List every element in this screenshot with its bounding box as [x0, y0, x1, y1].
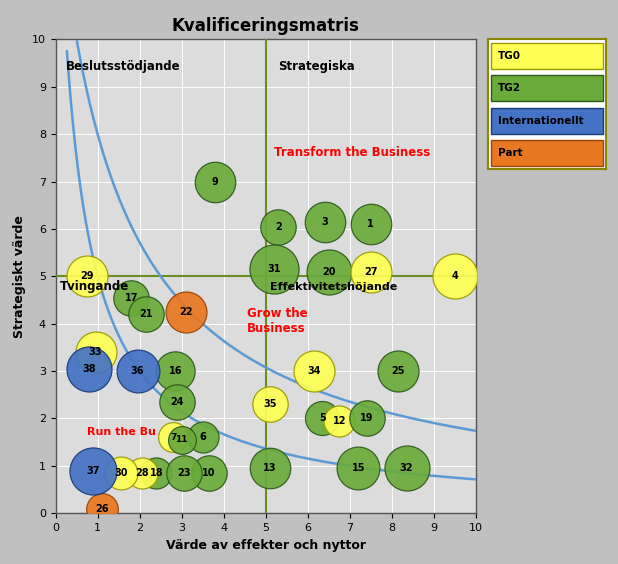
Text: 9: 9: [212, 177, 219, 187]
Text: 23: 23: [177, 468, 190, 478]
Point: [141, 310, 151, 319]
Point: [172, 398, 182, 407]
Text: 2: 2: [275, 222, 282, 232]
Point: [320, 217, 329, 226]
Point: [265, 464, 275, 473]
Text: 22: 22: [179, 307, 193, 317]
Text: 1: 1: [368, 219, 374, 229]
Text: 35: 35: [263, 399, 277, 409]
Point: [91, 347, 101, 356]
Point: [265, 400, 275, 409]
Point: [82, 272, 92, 281]
Point: [393, 367, 403, 376]
Title: Kvalificeringsmatris: Kvalificeringsmatris: [172, 17, 360, 35]
Text: 26: 26: [95, 504, 109, 513]
Text: Tvingande: Tvingande: [60, 280, 129, 293]
Text: 20: 20: [322, 267, 336, 276]
Bar: [491, 43, 603, 69]
Text: 5: 5: [319, 413, 326, 424]
Text: Part: Part: [497, 148, 522, 158]
Point: [450, 272, 460, 281]
Text: 32: 32: [400, 463, 413, 473]
Text: 3: 3: [321, 217, 328, 227]
Text: Internationellt: Internationellt: [497, 116, 583, 126]
Bar: [491, 140, 603, 166]
Point: [177, 435, 187, 444]
Text: 27: 27: [364, 267, 378, 276]
Point: [168, 433, 178, 442]
Text: 29: 29: [80, 271, 94, 281]
Text: 17: 17: [124, 293, 138, 303]
Text: 13: 13: [263, 463, 277, 473]
Text: 30: 30: [114, 468, 127, 478]
Bar: [491, 75, 603, 101]
Point: [353, 464, 363, 473]
Text: 19: 19: [360, 413, 373, 424]
Point: [88, 466, 98, 475]
Text: 28: 28: [135, 468, 148, 478]
Text: 16: 16: [169, 366, 182, 376]
Text: 4: 4: [452, 271, 458, 281]
Text: 33: 33: [89, 347, 103, 357]
Text: TG2: TG2: [497, 83, 520, 93]
Point: [84, 364, 94, 373]
Point: [116, 469, 125, 478]
Text: 37: 37: [87, 466, 100, 475]
Text: 34: 34: [307, 366, 321, 376]
Text: 12: 12: [332, 416, 346, 426]
Text: Effektivitetshöjande: Effektivitetshöjande: [270, 281, 397, 292]
Point: [97, 504, 107, 513]
Text: 25: 25: [391, 366, 405, 376]
Point: [198, 433, 208, 442]
Point: [133, 367, 143, 376]
Point: [151, 469, 161, 478]
Text: 36: 36: [131, 366, 145, 376]
Point: [171, 367, 180, 376]
Text: Strategiska: Strategiska: [278, 60, 355, 73]
Point: [210, 177, 220, 186]
Text: Transform the Business: Transform the Business: [274, 146, 430, 158]
Text: 11: 11: [176, 435, 188, 444]
Point: [402, 464, 412, 473]
Point: [366, 220, 376, 229]
Point: [324, 267, 334, 276]
Text: Beslutsstödjande: Beslutsstödjande: [66, 60, 180, 73]
Bar: [491, 108, 603, 134]
Point: [269, 265, 279, 274]
Point: [126, 293, 136, 302]
Text: TG0: TG0: [497, 51, 520, 61]
Text: Grow the
Business: Grow the Business: [247, 307, 307, 335]
Text: 18: 18: [150, 468, 163, 478]
Point: [273, 222, 283, 231]
Text: 15: 15: [352, 463, 365, 473]
Text: 31: 31: [268, 265, 281, 274]
Point: [366, 267, 376, 276]
Text: Run the Bu: Run the Bu: [87, 427, 156, 437]
Y-axis label: Strategiskt värde: Strategiskt värde: [14, 215, 27, 338]
Point: [334, 416, 344, 425]
Text: 6: 6: [200, 433, 206, 442]
Point: [309, 367, 319, 376]
X-axis label: Värde av effekter och nyttor: Värde av effekter och nyttor: [166, 539, 366, 552]
Text: 10: 10: [202, 468, 216, 478]
Point: [179, 469, 188, 478]
Text: 7: 7: [170, 433, 177, 442]
Text: 24: 24: [171, 397, 184, 407]
Point: [362, 414, 371, 423]
Point: [204, 469, 214, 478]
Point: [137, 469, 146, 478]
Text: 21: 21: [139, 309, 153, 319]
Point: [181, 307, 191, 316]
Text: 38: 38: [82, 364, 96, 374]
Point: [318, 414, 328, 423]
